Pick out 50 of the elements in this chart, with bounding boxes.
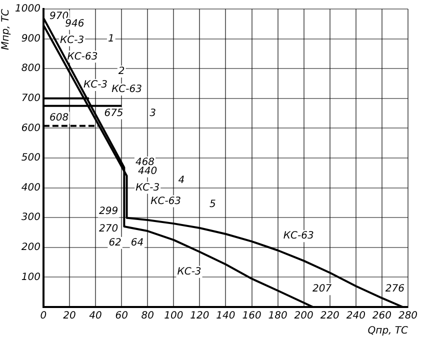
y-tick-label: 800 [21, 63, 40, 74]
annotation: КС-63 [150, 196, 182, 207]
annotation: КС-3 [60, 34, 84, 46]
annotation: 946 [65, 18, 84, 30]
annotation: 270 [99, 224, 118, 235]
x-tick-label: 240 [346, 310, 366, 322]
x-axis-title: Qпр, ТС [368, 326, 408, 337]
x-tick-label: 160 [242, 310, 262, 322]
x-tick-label: 120 [190, 310, 210, 322]
x-tick-label: 180 [268, 310, 288, 322]
x-tick-label: 60 [115, 310, 128, 322]
annotation: 675 [104, 108, 124, 119]
annotation: КС-3 [136, 182, 160, 194]
y-tick-label: 600 [21, 122, 40, 134]
x-tick-label: 20 [63, 310, 76, 322]
y-tick-label: 100 [21, 272, 40, 283]
annotation: 1 [108, 33, 114, 44]
y-tick-label: 500 [21, 152, 40, 164]
y-tick-label: 700 [21, 92, 40, 104]
annotation: КС-63 [283, 230, 314, 242]
annotation: 440 [138, 166, 158, 178]
y-tick-label: 900 [21, 33, 40, 44]
x-tick-label: 80 [141, 310, 154, 322]
annotation: КС-63 [67, 51, 98, 62]
annotation: 64 [130, 238, 144, 249]
annotation: КС-63 [112, 84, 142, 96]
annotation: КС-3 [177, 266, 202, 278]
annotation: 4 [178, 174, 185, 186]
y-axis-title: Мпр, ТС [0, 8, 12, 50]
y-tick-label: 200 [21, 242, 40, 253]
x-tick-label: 260 [372, 310, 392, 322]
annotation: 2 [118, 66, 125, 78]
annotation: 207 [312, 284, 332, 295]
annotation: КС-3 [83, 80, 108, 91]
x-tick-label: 0 [40, 310, 47, 322]
y-tick-label: 1000 [14, 4, 40, 15]
x-tick-label: 100 [164, 310, 184, 322]
annotation: 276 [385, 284, 405, 295]
annotation: 299 [99, 206, 118, 218]
annotation: 62 [108, 238, 122, 249]
annotation: 608 [50, 112, 69, 124]
x-tick-label: 140 [216, 310, 236, 322]
x-tick-label: 40 [89, 310, 102, 322]
x-tick-label: 220 [320, 310, 340, 322]
y-tick-label: 300 [21, 212, 40, 224]
annotation: 5 [210, 198, 216, 210]
y-tick-label: 400 [21, 182, 40, 194]
x-tick-label: 200 [294, 310, 314, 322]
annotation: 3 [150, 108, 156, 119]
x-tick-label: 280 [398, 310, 418, 322]
